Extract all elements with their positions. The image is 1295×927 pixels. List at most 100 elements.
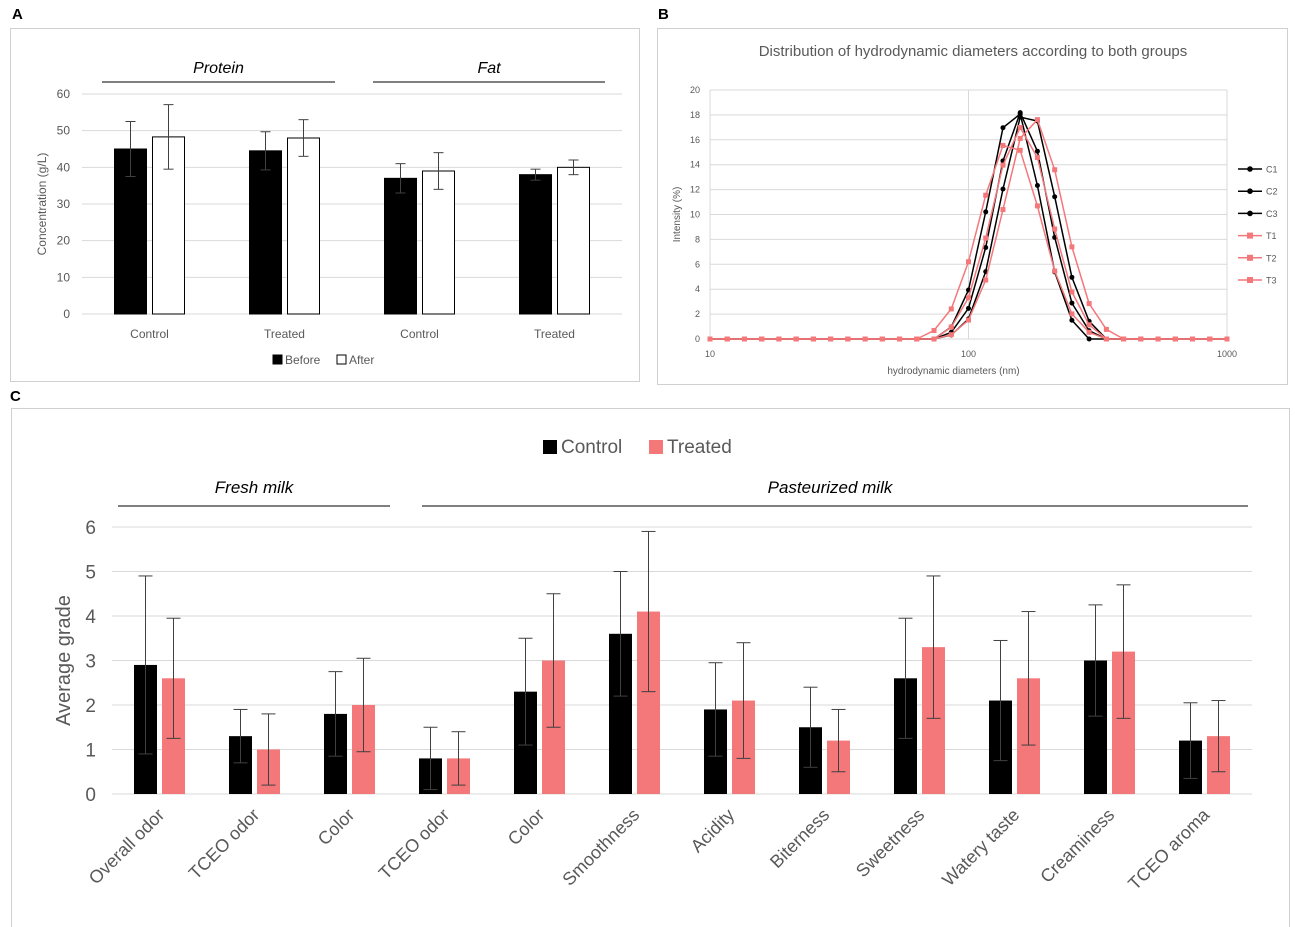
x-tick-label-c: Biterness [766, 805, 833, 872]
point-t1 [931, 328, 937, 334]
y-tick-label-b: 4 [695, 284, 700, 294]
legend-label-treated: Treated [667, 437, 732, 458]
y-tick-label-c: 6 [85, 518, 96, 539]
legend-label-c2: C2 [1266, 187, 1278, 197]
point-c1 [1034, 182, 1040, 188]
x-tick-label-a: Control [400, 327, 439, 341]
point-t2 [1052, 226, 1058, 232]
legend-label-before: Before [285, 353, 321, 367]
point-t1 [1086, 329, 1092, 335]
y-tick-label-b: 8 [695, 234, 700, 244]
bar-before [249, 150, 282, 315]
y-axis-label-b: Intensity (%) [672, 187, 683, 243]
point-c2 [1052, 194, 1058, 200]
point-t3 [1034, 117, 1040, 123]
group-label-c: Fresh milk [215, 478, 295, 497]
point-t3 [776, 336, 782, 342]
point-c2 [1069, 274, 1075, 280]
point-t3 [966, 317, 971, 323]
point-t1 [1069, 311, 1075, 317]
point-t3 [897, 336, 903, 342]
legend-label-t1: T1 [1266, 231, 1277, 241]
point-t2 [1103, 336, 1109, 342]
legend-label-c1: C1 [1266, 165, 1278, 175]
point-t3 [1172, 336, 1178, 342]
panel-c-letter: C [10, 388, 21, 405]
x-tick-label-c: TCEO odor [185, 805, 264, 884]
point-t3 [1000, 207, 1006, 213]
point-t3 [741, 336, 747, 342]
y-axis-label-a: Concentration (g/L) [35, 153, 49, 256]
point-t3 [1069, 244, 1075, 250]
legend-label-c3: C3 [1266, 209, 1278, 219]
x-tick-label-c: Color [314, 805, 359, 850]
x-tick-label-c: Color [504, 805, 549, 850]
point-t2 [1086, 322, 1092, 328]
group-label-a: Fat [477, 60, 501, 77]
point-t3 [793, 336, 799, 342]
legend-swatch-control [543, 440, 557, 454]
y-tick-label-b: 14 [690, 160, 700, 170]
point-t2 [948, 324, 954, 330]
y-axis-label-c: Average grade [53, 595, 75, 726]
bar-after [422, 170, 455, 315]
x-tick-label-a: Treated [264, 327, 305, 341]
point-c3 [1069, 300, 1075, 306]
legend-label-t3: T3 [1266, 276, 1277, 286]
x-axis-label-b: hydrodynamic diameters (nm) [887, 366, 1019, 377]
bar-treated [637, 611, 660, 794]
point-t3 [1207, 336, 1213, 342]
x-tick-label-a: Treated [534, 327, 575, 341]
y-tick-label-b: 10 [690, 210, 700, 220]
y-tick-label-c: 4 [85, 607, 96, 628]
x-tick-label-b: 1000 [1217, 349, 1237, 359]
legend-marker-t2 [1247, 254, 1253, 261]
bar-before [384, 177, 417, 315]
panel-b-frame [657, 28, 1288, 385]
x-tick-label-c: Watery taste [938, 805, 1023, 890]
point-t2 [1034, 154, 1040, 160]
point-c1 [1000, 125, 1006, 131]
point-c3 [1017, 110, 1023, 116]
point-c1 [1069, 317, 1075, 323]
point-t3 [931, 336, 937, 342]
point-t3 [948, 332, 954, 338]
x-tick-label-c: Creaminess [1036, 805, 1118, 887]
y-tick-label-a: 40 [57, 160, 71, 174]
point-t1 [948, 306, 954, 312]
y-tick-label-c: 1 [85, 741, 96, 762]
bar-control [609, 633, 632, 794]
x-tick-label-c: Overall odor [85, 805, 168, 888]
chart-b-title: Distribution of hydrodynamic diameters a… [759, 43, 1188, 60]
point-t1 [983, 192, 989, 198]
bar-treated [922, 647, 945, 794]
legend-label-t2: T2 [1266, 253, 1277, 263]
y-tick-label-a: 20 [57, 234, 71, 248]
y-tick-label-b: 12 [690, 185, 700, 195]
group-label-c: Pasteurized milk [768, 478, 894, 497]
legend-marker-c2 [1247, 188, 1253, 194]
y-tick-label-b: 2 [695, 309, 700, 319]
point-t3 [1155, 336, 1161, 342]
legend-swatch-before [272, 354, 283, 365]
point-t3 [845, 336, 851, 342]
point-c1 [1086, 336, 1092, 342]
point-t3 [759, 336, 765, 342]
y-tick-label-c: 5 [85, 563, 96, 584]
x-tick-label-a: Control [130, 327, 169, 341]
x-tick-label-c: Acidity [687, 805, 739, 857]
y-tick-label-a: 10 [57, 270, 71, 284]
point-t1 [1052, 268, 1058, 274]
group-label-a: Protein [193, 60, 244, 77]
bar-control [229, 736, 252, 794]
point-t3 [810, 336, 816, 342]
x-tick-label-c: TCEO odor [375, 805, 454, 884]
y-tick-label-c: 2 [85, 696, 96, 717]
panel-b-letter: B [658, 6, 669, 23]
point-t3 [1121, 336, 1127, 342]
point-t3 [1017, 135, 1023, 141]
point-t3 [862, 336, 868, 342]
y-tick-label-a: 30 [57, 197, 71, 211]
